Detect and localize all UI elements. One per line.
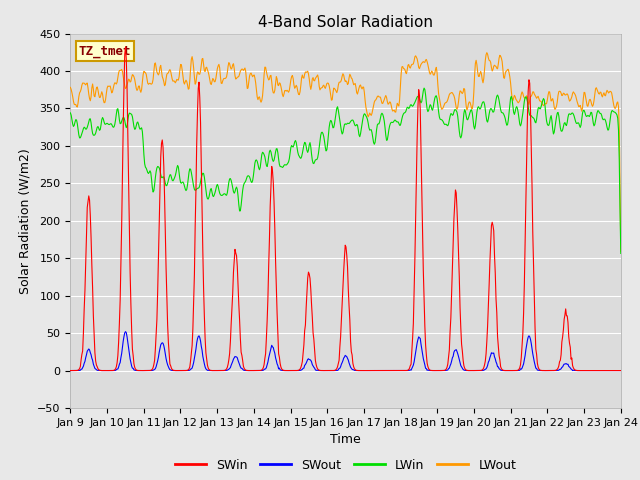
SWin	[219, 368, 227, 373]
SWout	[67, 368, 74, 373]
SWin	[190, 300, 198, 306]
LWout	[617, 249, 625, 254]
SWin	[77, 364, 84, 370]
SWout	[190, 360, 198, 365]
SWout	[134, 368, 141, 373]
LWin	[617, 251, 625, 256]
Line: SWin: SWin	[70, 47, 621, 371]
Y-axis label: Solar Radiation (W/m2): Solar Radiation (W/m2)	[19, 148, 32, 294]
LWout	[483, 50, 491, 56]
LWin	[429, 105, 437, 110]
SWin	[122, 44, 129, 50]
LWout	[67, 84, 74, 90]
SWout	[413, 340, 421, 346]
Line: SWout: SWout	[70, 332, 621, 371]
Text: TZ_tmet: TZ_tmet	[79, 45, 131, 58]
Line: LWin: LWin	[70, 88, 621, 253]
LWin	[218, 192, 226, 198]
SWout	[617, 368, 625, 373]
SWin	[413, 133, 421, 139]
LWout	[429, 69, 436, 75]
Line: LWout: LWout	[70, 53, 621, 252]
LWin	[189, 179, 196, 185]
SWin	[617, 368, 625, 373]
LWin	[133, 120, 141, 126]
LWout	[77, 89, 84, 95]
LWout	[218, 81, 226, 86]
SWout	[122, 329, 129, 335]
SWin	[134, 368, 141, 373]
SWout	[77, 367, 84, 373]
X-axis label: Time: Time	[330, 433, 361, 446]
LWout	[413, 54, 420, 60]
SWin	[429, 368, 437, 373]
SWout	[219, 368, 227, 373]
LWout	[133, 87, 141, 93]
LWout	[189, 58, 196, 64]
Legend: SWin, SWout, LWin, LWout: SWin, SWout, LWin, LWout	[170, 454, 521, 477]
LWin	[413, 96, 420, 101]
Title: 4-Band Solar Radiation: 4-Band Solar Radiation	[258, 15, 433, 30]
LWin	[420, 85, 428, 91]
LWin	[77, 135, 84, 141]
SWin	[67, 368, 74, 373]
SWout	[429, 368, 437, 373]
LWin	[67, 110, 74, 116]
